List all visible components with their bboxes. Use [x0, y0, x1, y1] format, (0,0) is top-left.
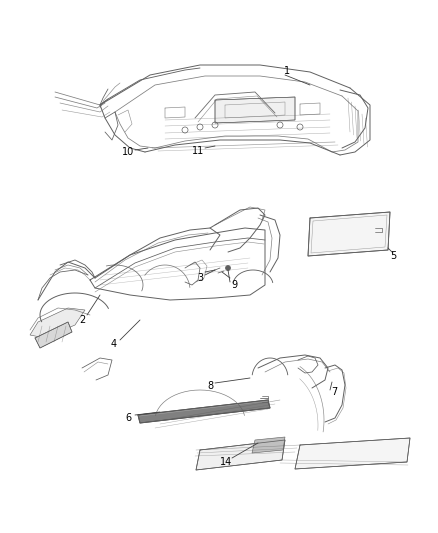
- Text: 14: 14: [220, 457, 232, 467]
- Text: 1: 1: [284, 66, 290, 76]
- Polygon shape: [138, 400, 270, 423]
- Text: 6: 6: [125, 413, 131, 423]
- Text: 11: 11: [192, 146, 204, 156]
- Text: 2: 2: [79, 315, 85, 325]
- Text: 5: 5: [390, 251, 396, 261]
- Text: 7: 7: [331, 387, 337, 397]
- Text: 9: 9: [231, 280, 237, 290]
- Polygon shape: [308, 212, 390, 256]
- Polygon shape: [252, 437, 285, 453]
- Text: 8: 8: [207, 381, 213, 391]
- Text: 3: 3: [197, 273, 203, 283]
- Polygon shape: [215, 97, 295, 123]
- Polygon shape: [295, 438, 410, 469]
- Polygon shape: [30, 308, 85, 338]
- Circle shape: [226, 265, 230, 271]
- Text: 10: 10: [122, 147, 134, 157]
- Text: 4: 4: [111, 339, 117, 349]
- Polygon shape: [35, 322, 72, 348]
- Polygon shape: [196, 440, 285, 470]
